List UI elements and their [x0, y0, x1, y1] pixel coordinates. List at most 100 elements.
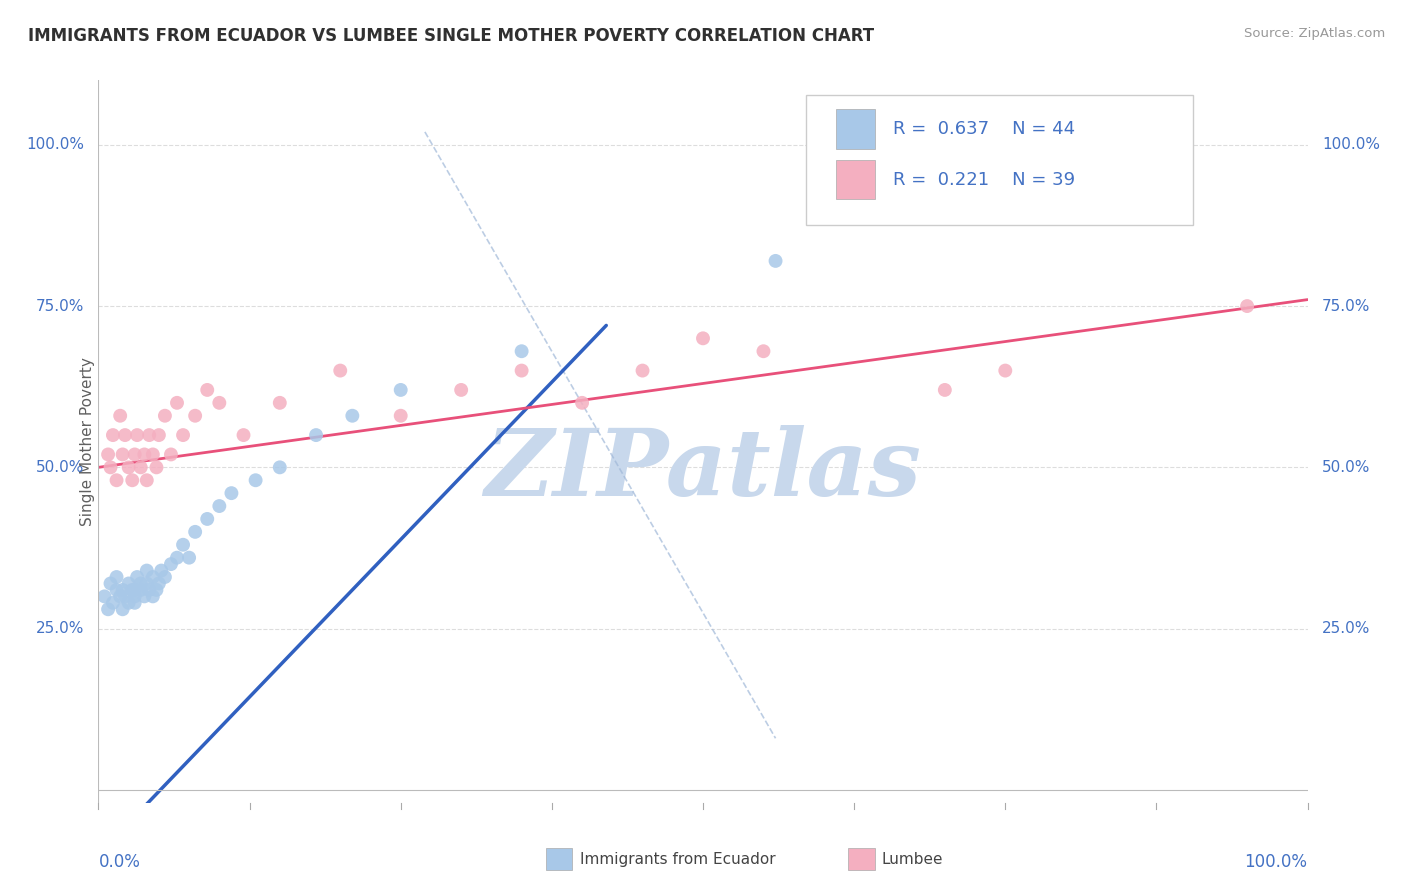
Point [269, 460, 291, 475]
Point [138, 428, 160, 442]
FancyBboxPatch shape [806, 95, 1192, 225]
Point [118, 576, 141, 591]
FancyBboxPatch shape [837, 109, 875, 149]
Point [389, 383, 412, 397]
Point [631, 363, 654, 377]
Text: Source: ZipAtlas.com: Source: ZipAtlas.com [1244, 27, 1385, 40]
Point [108, 409, 131, 423]
Point [329, 363, 352, 377]
Point [111, 447, 134, 461]
Text: 75.0%: 75.0% [1322, 299, 1371, 314]
Point [172, 538, 194, 552]
Point [124, 590, 146, 604]
Point [184, 524, 207, 539]
Point [129, 582, 152, 597]
Text: 100.0%: 100.0% [1244, 854, 1308, 871]
Point [124, 596, 146, 610]
Point [105, 570, 128, 584]
Point [153, 409, 176, 423]
Point [269, 396, 291, 410]
Point [100, 460, 122, 475]
Point [153, 570, 176, 584]
Point [389, 409, 412, 423]
Point [105, 473, 128, 487]
Text: Immigrants from Ecuador: Immigrants from Ecuador [579, 852, 775, 867]
Point [114, 428, 136, 442]
Point [571, 396, 593, 410]
Point [172, 428, 194, 442]
Point [108, 590, 131, 604]
FancyBboxPatch shape [848, 848, 875, 870]
Point [994, 363, 1017, 377]
Point [305, 428, 328, 442]
Text: R =  0.221    N = 39: R = 0.221 N = 39 [893, 170, 1076, 188]
Y-axis label: Single Mother Poverty: Single Mother Poverty [80, 357, 94, 526]
Point [118, 596, 141, 610]
Point [124, 582, 146, 597]
Text: 25.0%: 25.0% [1322, 621, 1371, 636]
Point [142, 447, 165, 461]
Text: 50.0%: 50.0% [1322, 460, 1371, 475]
Point [97, 447, 120, 461]
Point [111, 602, 134, 616]
Text: ZIPatlas: ZIPatlas [485, 425, 921, 516]
Point [510, 344, 533, 359]
Point [142, 570, 165, 584]
Text: 100.0%: 100.0% [25, 137, 84, 153]
Text: Lumbee: Lumbee [882, 852, 943, 867]
Point [129, 460, 152, 475]
Point [342, 409, 364, 423]
Point [148, 428, 170, 442]
Point [111, 582, 134, 597]
Text: 100.0%: 100.0% [1322, 137, 1381, 153]
Point [232, 428, 254, 442]
Point [101, 596, 124, 610]
Point [450, 383, 472, 397]
Point [114, 590, 136, 604]
Point [101, 428, 124, 442]
Point [160, 447, 183, 461]
Point [148, 576, 170, 591]
Point [97, 602, 120, 616]
Point [510, 363, 533, 377]
Point [166, 550, 188, 565]
FancyBboxPatch shape [837, 160, 875, 200]
Point [208, 499, 231, 513]
Point [934, 383, 956, 397]
Point [134, 590, 156, 604]
Point [135, 576, 157, 591]
Point [1175, 125, 1198, 139]
Text: IMMIGRANTS FROM ECUADOR VS LUMBEE SINGLE MOTHER POVERTY CORRELATION CHART: IMMIGRANTS FROM ECUADOR VS LUMBEE SINGLE… [28, 27, 875, 45]
Point [127, 570, 149, 584]
Point [121, 473, 143, 487]
Text: 75.0%: 75.0% [35, 299, 84, 314]
Point [100, 576, 122, 591]
Point [245, 473, 267, 487]
Point [118, 460, 141, 475]
Point [134, 447, 156, 461]
Point [765, 254, 787, 268]
Point [127, 428, 149, 442]
Point [150, 564, 173, 578]
Point [93, 590, 115, 604]
Text: 0.0%: 0.0% [98, 854, 141, 871]
Point [138, 582, 160, 597]
Point [121, 582, 143, 597]
Point [752, 344, 775, 359]
Point [221, 486, 243, 500]
Point [195, 383, 218, 397]
Point [160, 557, 183, 571]
Point [179, 550, 201, 565]
Point [145, 582, 167, 597]
Point [142, 590, 165, 604]
Point [105, 582, 128, 597]
Point [135, 564, 157, 578]
Point [1236, 299, 1258, 313]
Text: R =  0.637    N = 44: R = 0.637 N = 44 [893, 120, 1076, 138]
Point [135, 473, 157, 487]
Text: 50.0%: 50.0% [35, 460, 84, 475]
Point [692, 331, 714, 345]
Point [208, 396, 231, 410]
Text: 25.0%: 25.0% [35, 621, 84, 636]
Point [166, 396, 188, 410]
